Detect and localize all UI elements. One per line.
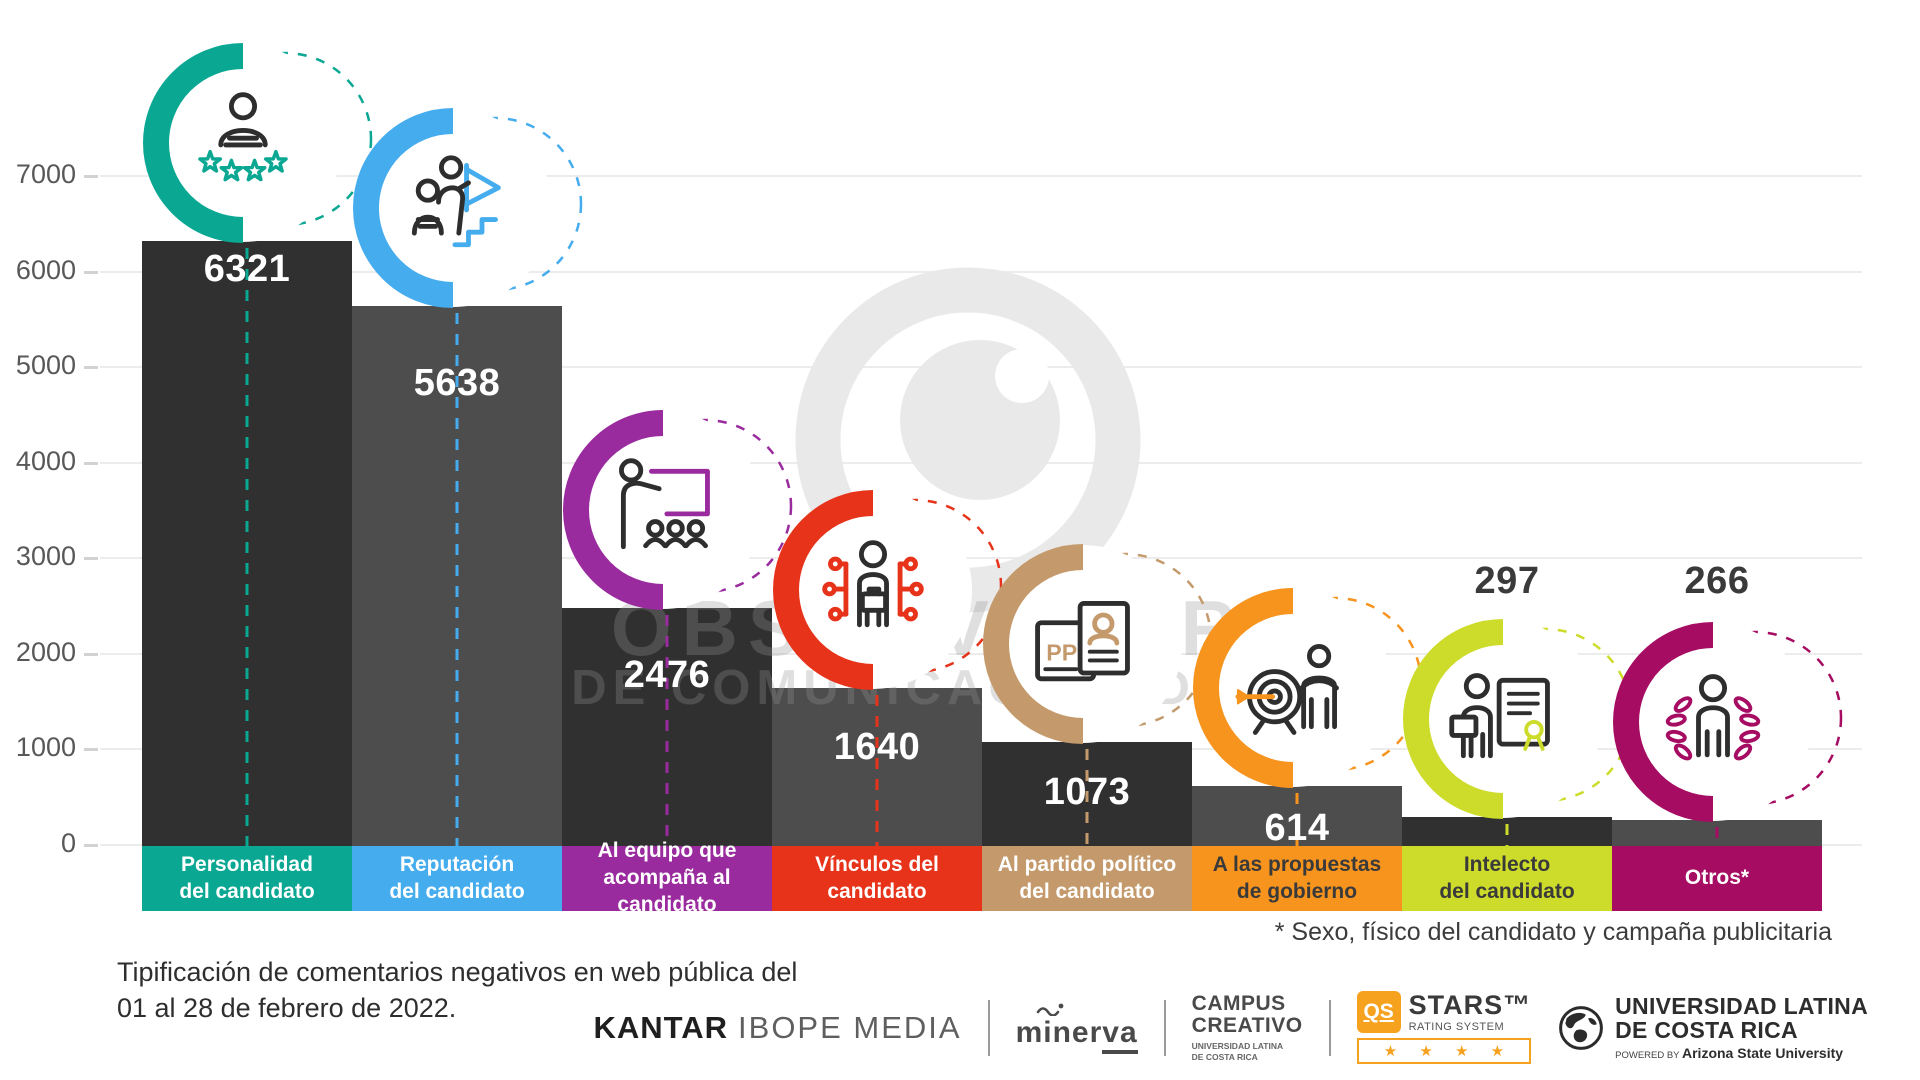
category-label-line: Otros*: [1684, 866, 1750, 890]
bar-value-label: 1640: [833, 726, 921, 768]
divider: [987, 999, 990, 1056]
category-icon-badge: [1193, 588, 1423, 788]
y-axis-label: 5000: [15, 350, 76, 380]
category-label-line: del candidato: [1439, 879, 1575, 903]
globe-icon: [1559, 1005, 1604, 1050]
category-label-line: A las propuestas: [1212, 852, 1382, 876]
campus-line1: CAMPUS: [1191, 991, 1286, 1015]
category-label-line: Vínculos del: [815, 852, 939, 876]
y-axis-label: 2000: [15, 637, 76, 667]
gridline: [100, 653, 1862, 655]
campus-sub1: UNIVERSIDAD LATINA: [1191, 1041, 1284, 1052]
category-label: Reputación del candidato: [352, 846, 562, 911]
category-label-line: del candidato: [1019, 879, 1155, 903]
campus-sub2: DE COSTA RICA: [1191, 1051, 1258, 1062]
category-label-line: Reputación: [399, 852, 515, 876]
ibope-media-wordmark: IBOPE MEDIA: [738, 1009, 962, 1045]
campus-line2: CREATIVO: [1191, 1013, 1303, 1037]
guide-line: [665, 510, 669, 846]
bar-value-label: 614: [1264, 807, 1330, 849]
axis-tick: [84, 366, 98, 369]
bar-value-label: 5638: [413, 362, 501, 404]
axis-tick: [84, 844, 98, 847]
guide-line: [1085, 644, 1089, 846]
category-label: Al equipo que acompaña al candidato: [562, 839, 772, 916]
category-label-line: acompaña al candidato: [603, 866, 731, 916]
axis-tick: [84, 557, 98, 560]
campus-creativo-logo: CAMPUS CREATIVO UNIVERSIDAD LATINA DE CO…: [1191, 991, 1303, 1063]
ulatina-line1: UNIVERSIDAD LATINA: [1615, 992, 1868, 1019]
person-laurel-icon: [1665, 674, 1761, 761]
person-certificate-icon: [1449, 673, 1550, 759]
bar-value-label: 2476: [623, 654, 711, 696]
category-label: Vínculos del candidato: [772, 846, 982, 911]
category-icon-badge: [353, 108, 583, 308]
axis-tick: [84, 653, 98, 656]
chart-caption: Tipificación de comentarios negativos en…: [117, 954, 797, 1027]
minerva-underline: va: [1102, 1015, 1138, 1054]
wave-icon: [1036, 1003, 1063, 1016]
divider: [1163, 999, 1166, 1056]
category-icon-badge: [143, 43, 373, 243]
qs-stars-logo: QS STARS™ RATING SYSTEM ★ ★ ★ ★: [1356, 989, 1532, 1064]
category-label: Al partido político del candidato: [982, 846, 1192, 911]
category-label-line: candidato: [827, 879, 927, 903]
axis-tick: [84, 462, 98, 465]
axis-tick: [84, 175, 98, 178]
category-label-line: del candidato: [389, 879, 525, 903]
id-cards-pp-icon: PP: [1035, 600, 1130, 682]
footnote: * Sexo, físico del candidato y campaña p…: [1274, 918, 1832, 946]
category-label: Personalidad del candidato: [142, 846, 352, 911]
caption-line1: Tipificación de comentarios negativos en…: [117, 957, 798, 987]
minerva-wordmark: miner: [1015, 1015, 1103, 1049]
y-axis-label: 7000: [15, 159, 76, 189]
kantar-logo: KANTAR IBOPE MEDIA: [593, 1010, 961, 1046]
y-axis-label: 0: [60, 828, 76, 858]
category-label-line: Al equipo que: [597, 839, 737, 863]
powered-by-label: POWERED BY: [1615, 1050, 1680, 1062]
category-label-line: Intelecto: [1463, 852, 1551, 876]
category-label: Otros*: [1612, 846, 1822, 911]
minerva-logo: minerva: [1015, 1003, 1138, 1054]
axis-tick: [84, 271, 98, 274]
qs-stars-rating: ★ ★ ★ ★: [1356, 1038, 1532, 1064]
people-flag-icon: [411, 155, 501, 248]
category-label: A las propuestas de gobierno: [1192, 846, 1402, 911]
caption-line2: 01 al 28 de febrero de 2022.: [117, 993, 457, 1024]
kantar-wordmark: KANTAR: [593, 1009, 729, 1045]
y-axis-label: 4000: [15, 446, 76, 476]
qs-subtitle: RATING SYSTEM: [1408, 1020, 1505, 1033]
target-person-icon: [1235, 644, 1339, 735]
ulatina-line2: DE COSTA RICA: [1615, 1017, 1798, 1043]
y-axis-label: 6000: [15, 255, 76, 285]
guide-line: [455, 208, 459, 846]
category-icon-badge: [563, 410, 793, 610]
category-label: Intelecto del candidato: [1402, 846, 1612, 911]
svg-text:PP: PP: [1046, 639, 1077, 665]
y-axis-label: 1000: [15, 732, 76, 762]
qs-badge: QS: [1356, 991, 1401, 1033]
bar-value-label: 1073: [1043, 771, 1131, 813]
presenter-board-icon: [619, 458, 710, 550]
category-label-line: del candidato: [179, 879, 315, 903]
footer-logos: KANTAR IBOPE MEDIA minerva CAMPUS CREATIV…: [593, 991, 1868, 1064]
category-label-line: Personalidad: [181, 852, 313, 876]
bar-value-label: 6321: [203, 248, 291, 290]
divider: [1328, 999, 1331, 1056]
axis-tick: [84, 748, 98, 751]
universidad-latina-logo: UNIVERSIDAD LATINA DE COSTA RICA POWERED…: [1557, 992, 1868, 1062]
category-label-line: Al partido político: [997, 852, 1177, 876]
asu-wordmark: Arizona State University: [1682, 1045, 1844, 1062]
category-icon-badge: [1613, 622, 1843, 822]
category-label-line: de gobierno: [1236, 879, 1358, 903]
person-stars-icon: [198, 92, 288, 182]
y-axis-label: 3000: [15, 541, 76, 571]
qs-name: STARS™: [1408, 989, 1532, 1020]
bar-value-label: 266: [1684, 560, 1750, 602]
gridline: [100, 175, 1862, 177]
bar-value-label: 297: [1474, 560, 1540, 602]
